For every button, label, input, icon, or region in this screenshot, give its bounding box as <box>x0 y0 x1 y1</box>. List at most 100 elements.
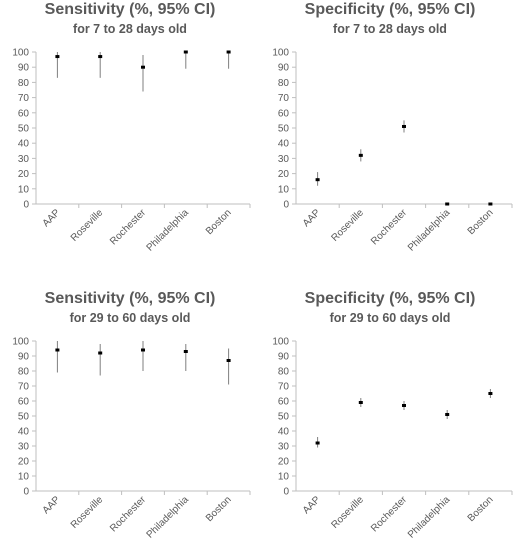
y-tick-label: 50 <box>278 124 290 135</box>
y-tick-label: 50 <box>278 412 290 423</box>
x-tick-label: Rochester <box>108 494 148 534</box>
chart-subtitle: for 29 to 60 days old <box>69 311 191 325</box>
x-tick-label: Philadelphia <box>145 494 192 541</box>
y-tick-label: 0 <box>283 487 289 498</box>
x-tick-label: Boston <box>466 494 496 524</box>
x-tick-label: Rochester <box>108 207 148 247</box>
y-tick-label: 40 <box>18 427 30 438</box>
y-tick-label: 100 <box>12 337 29 348</box>
x-tick-label: Philadelphia <box>145 207 192 254</box>
x-tick-label: Boston <box>204 207 234 237</box>
x-tick-label: AAP <box>301 494 323 516</box>
data-point <box>183 50 188 54</box>
y-tick-label: 40 <box>278 427 290 438</box>
x-tick-label: Roseville <box>329 494 366 531</box>
y-tick-label: 80 <box>278 367 290 378</box>
y-tick-label: 90 <box>278 352 290 363</box>
data-point <box>488 202 493 206</box>
y-tick-label: 10 <box>278 472 290 483</box>
data-point <box>55 348 60 352</box>
y-tick-label: 50 <box>18 412 30 423</box>
y-tick-label: 70 <box>278 382 290 393</box>
y-tick-label: 20 <box>278 457 290 468</box>
data-point <box>226 359 231 362</box>
y-tick-label: 90 <box>278 63 290 74</box>
y-tick-label: 40 <box>18 139 30 150</box>
x-tick-label: AAP <box>41 207 63 229</box>
chart-title: Specificity (%, 95% CI) <box>304 1 476 18</box>
chart-subtitle: for 7 to 28 days old <box>73 22 187 36</box>
y-tick-label: 30 <box>278 442 290 453</box>
y-tick-label: 10 <box>278 184 290 195</box>
y-tick-label: 10 <box>18 184 30 195</box>
x-tick-label: AAP <box>301 207 323 229</box>
y-tick-label: 100 <box>12 48 29 59</box>
y-tick-label: 80 <box>18 78 30 89</box>
y-tick-label: 100 <box>272 337 289 348</box>
data-point <box>98 351 103 355</box>
chart-plot-area: 0 10 20 30 40 50 60 70 80 90 100 AAP Roseville Roches… <box>272 337 513 541</box>
data-point <box>402 404 406 407</box>
y-tick-label: 0 <box>283 200 289 211</box>
y-tick-label: 40 <box>278 139 290 150</box>
data-point <box>358 153 363 157</box>
data-point <box>488 392 493 395</box>
y-tick-label: 0 <box>23 487 29 498</box>
y-tick-label: 100 <box>272 48 289 59</box>
x-tick-label: Roseville <box>69 494 106 531</box>
chart-panel-specificity-29-60: Specificity (%, 95% CI) for 29 to 60 day… <box>260 271 520 542</box>
y-tick-label: 70 <box>18 382 30 393</box>
x-tick-label: Boston <box>204 494 234 524</box>
y-tick-label: 60 <box>278 397 290 408</box>
data-point <box>445 202 450 206</box>
chart-panel-specificity-7-28: Specificity (%, 95% CI) for 7 to 28 days… <box>260 0 520 271</box>
chart-panel-sensitivity-7-28: Sensitivity (%, 95% CI) for 7 to 28 days… <box>0 0 260 271</box>
chart-title: Sensitivity (%, 95% CI) <box>44 290 216 307</box>
data-point <box>445 413 450 416</box>
data-point <box>98 55 103 59</box>
chart-subtitle: for 29 to 60 days old <box>329 311 451 325</box>
x-tick-label: Boston <box>466 207 496 237</box>
y-tick-label: 0 <box>23 200 29 211</box>
chart-panel-sensitivity-29-60: Sensitivity (%, 95% CI) for 29 to 60 day… <box>0 271 260 542</box>
data-point <box>55 55 60 59</box>
y-tick-label: 60 <box>18 108 30 119</box>
data-point <box>141 65 145 69</box>
data-point <box>358 401 363 404</box>
y-tick-label: 30 <box>278 154 290 165</box>
y-tick-label: 70 <box>278 93 290 104</box>
chart-subtitle: for 7 to 28 days old <box>333 22 447 36</box>
y-tick-label: 20 <box>18 457 30 468</box>
chart-plot-area: 0 10 20 30 40 50 60 70 80 90 100 AAP Roseville Roches… <box>12 48 251 254</box>
x-tick-label: AAP <box>41 494 63 516</box>
data-point <box>141 348 145 352</box>
y-tick-label: 90 <box>18 352 30 363</box>
y-tick-label: 70 <box>18 93 30 104</box>
y-tick-label: 60 <box>278 108 290 119</box>
data-point <box>402 124 406 128</box>
chart-title: Sensitivity (%, 95% CI) <box>44 1 216 18</box>
data-point <box>315 441 320 445</box>
y-tick-label: 30 <box>18 154 30 165</box>
chart-title: Specificity (%, 95% CI) <box>304 290 476 307</box>
y-tick-label: 10 <box>18 472 30 483</box>
y-tick-label: 20 <box>278 169 290 180</box>
data-point <box>183 350 188 353</box>
y-tick-label: 30 <box>18 442 30 453</box>
data-point <box>226 50 231 54</box>
y-tick-label: 60 <box>18 397 30 408</box>
x-tick-label: Philadelphia <box>406 494 453 541</box>
x-tick-label: Philadelphia <box>406 207 453 254</box>
chart-plot-area: 0 10 20 30 40 50 60 70 80 90 100 AAP Roseville Roches… <box>272 48 513 254</box>
y-tick-label: 90 <box>18 63 30 74</box>
y-tick-label: 50 <box>18 124 30 135</box>
y-tick-label: 20 <box>18 169 30 180</box>
y-tick-label: 80 <box>278 78 290 89</box>
y-tick-label: 80 <box>18 367 30 378</box>
x-tick-label: Roseville <box>329 207 366 244</box>
chart-plot-area: 0 10 20 30 40 50 60 70 80 90 100 AAP Roseville Roches… <box>12 337 251 541</box>
x-tick-label: Rochester <box>369 207 409 247</box>
data-point <box>315 178 320 182</box>
x-tick-label: Rochester <box>369 494 409 534</box>
x-tick-label: Roseville <box>69 207 106 244</box>
